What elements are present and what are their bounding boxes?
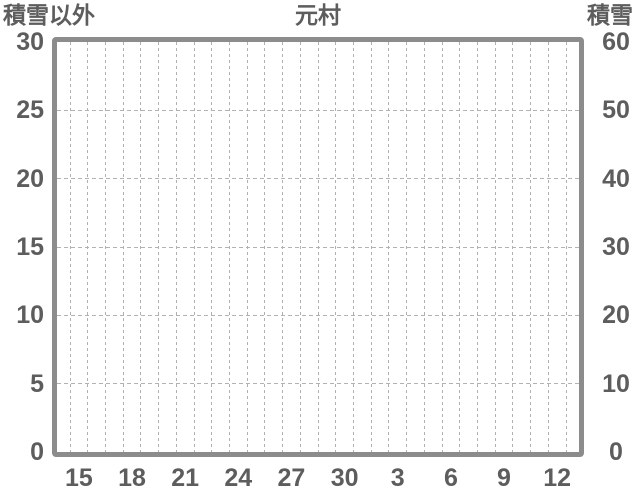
x-tick-label: 27: [277, 464, 306, 492]
horizontal-gridline: [57, 383, 579, 385]
y-tick-label-right: 60: [602, 28, 630, 56]
x-tick-label: 24: [224, 464, 253, 492]
x-tick-label: 15: [64, 464, 93, 492]
horizontal-gridline: [57, 109, 579, 111]
y-tick-label-left: 5: [30, 369, 44, 398]
x-tick-label: 3: [390, 464, 405, 492]
y-tick-label-right: 0: [609, 438, 623, 466]
plot-area: [52, 37, 584, 457]
y-tick-label-left: 25: [16, 96, 44, 125]
x-tick-label: 12: [543, 464, 571, 492]
y-tick-label-right: 40: [602, 164, 630, 193]
horizontal-gridline: [57, 178, 579, 180]
right-axis-title: 積雪: [587, 2, 633, 28]
x-tick-label: 6: [443, 464, 458, 492]
y-tick-label-left: 0: [30, 438, 44, 466]
y-tick-label-left: 30: [16, 28, 44, 56]
chart-title: 元村: [295, 2, 341, 28]
x-tick-label: 9: [497, 464, 511, 492]
y-tick-label-left: 20: [16, 164, 44, 193]
horizontal-gridline: [57, 246, 579, 248]
x-tick-label: 18: [118, 464, 146, 492]
y-tick-label-right: 20: [602, 301, 630, 330]
y-tick-label-left: 15: [16, 233, 44, 261]
y-tick-label-right: 50: [602, 96, 630, 125]
y-tick-label-right: 30: [602, 233, 630, 261]
y-tick-label-right: 10: [602, 369, 630, 398]
horizontal-gridline: [57, 314, 579, 316]
x-tick-label: 21: [171, 464, 199, 492]
y-tick-label-left: 10: [16, 301, 44, 330]
x-tick-label: 30: [330, 464, 359, 492]
left-axis-title: 積雪以外: [3, 2, 95, 28]
